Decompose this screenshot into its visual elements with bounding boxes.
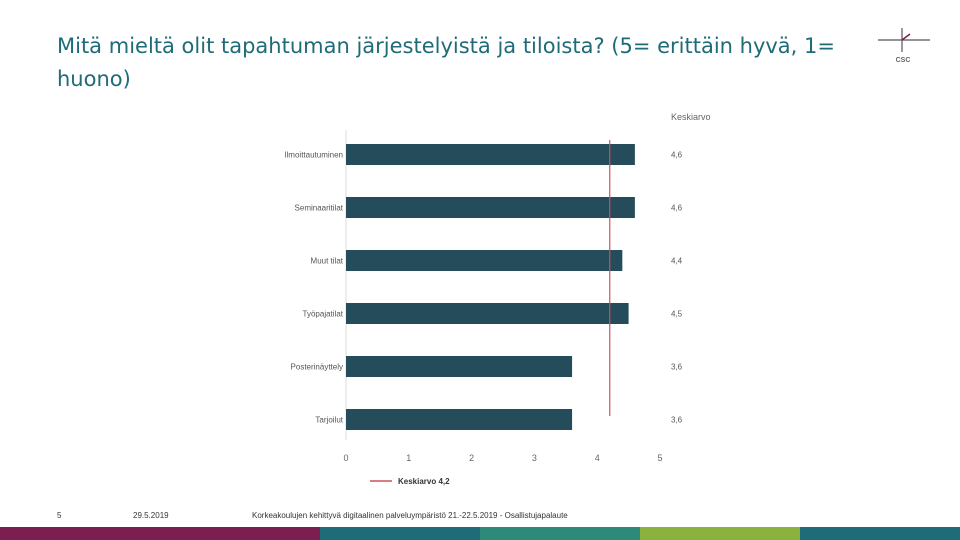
footer-date: 29.5.2019 [133,511,169,520]
value-label: 3,6 [671,416,683,425]
category-label: Muut tilat [311,257,344,266]
legend-label: Keskiarvo 4,2 [398,477,450,486]
footer-text: Korkeakoulujen kehittyvä digitaalinen pa… [252,511,568,520]
value-label: 4,6 [671,204,683,213]
value-label: 4,6 [671,151,683,160]
color-stripe [480,527,640,540]
slide-title: Mitä mieltä olit tapahtuman järjestelyis… [57,34,835,91]
value-label: 3,6 [671,363,683,372]
value-label: 4,4 [671,257,683,266]
bar [346,250,623,271]
color-stripe [0,527,160,540]
color-stripe [160,527,320,540]
bar [346,144,635,165]
category-label: Tarjoilut [315,416,343,425]
category-label: Ilmoittautuminen [284,151,343,160]
x-tick-label: 4 [595,453,600,463]
x-tick-label: 1 [406,453,411,463]
x-tick-label: 3 [532,453,537,463]
bar [346,303,629,324]
color-stripe [320,527,480,540]
color-stripe [640,527,800,540]
x-tick-label: 2 [469,453,474,463]
page-number: 5 [57,511,62,520]
footer-color-stripes [0,527,960,540]
bar [346,409,573,430]
x-tick-label: 0 [343,453,348,463]
bar [346,356,573,377]
x-tick-label: 5 [657,453,662,463]
color-stripe [800,527,960,540]
category-label: Posterinäyttely [291,363,343,372]
value-column-header: Keskiarvo [671,112,711,122]
csc-logo: CSC [878,28,930,64]
logo-text: CSC [896,57,911,64]
bar [346,197,635,218]
category-label: Työpajatilat [303,310,344,319]
value-label: 4,5 [671,310,683,319]
category-label: Seminaaritilat [295,204,344,213]
